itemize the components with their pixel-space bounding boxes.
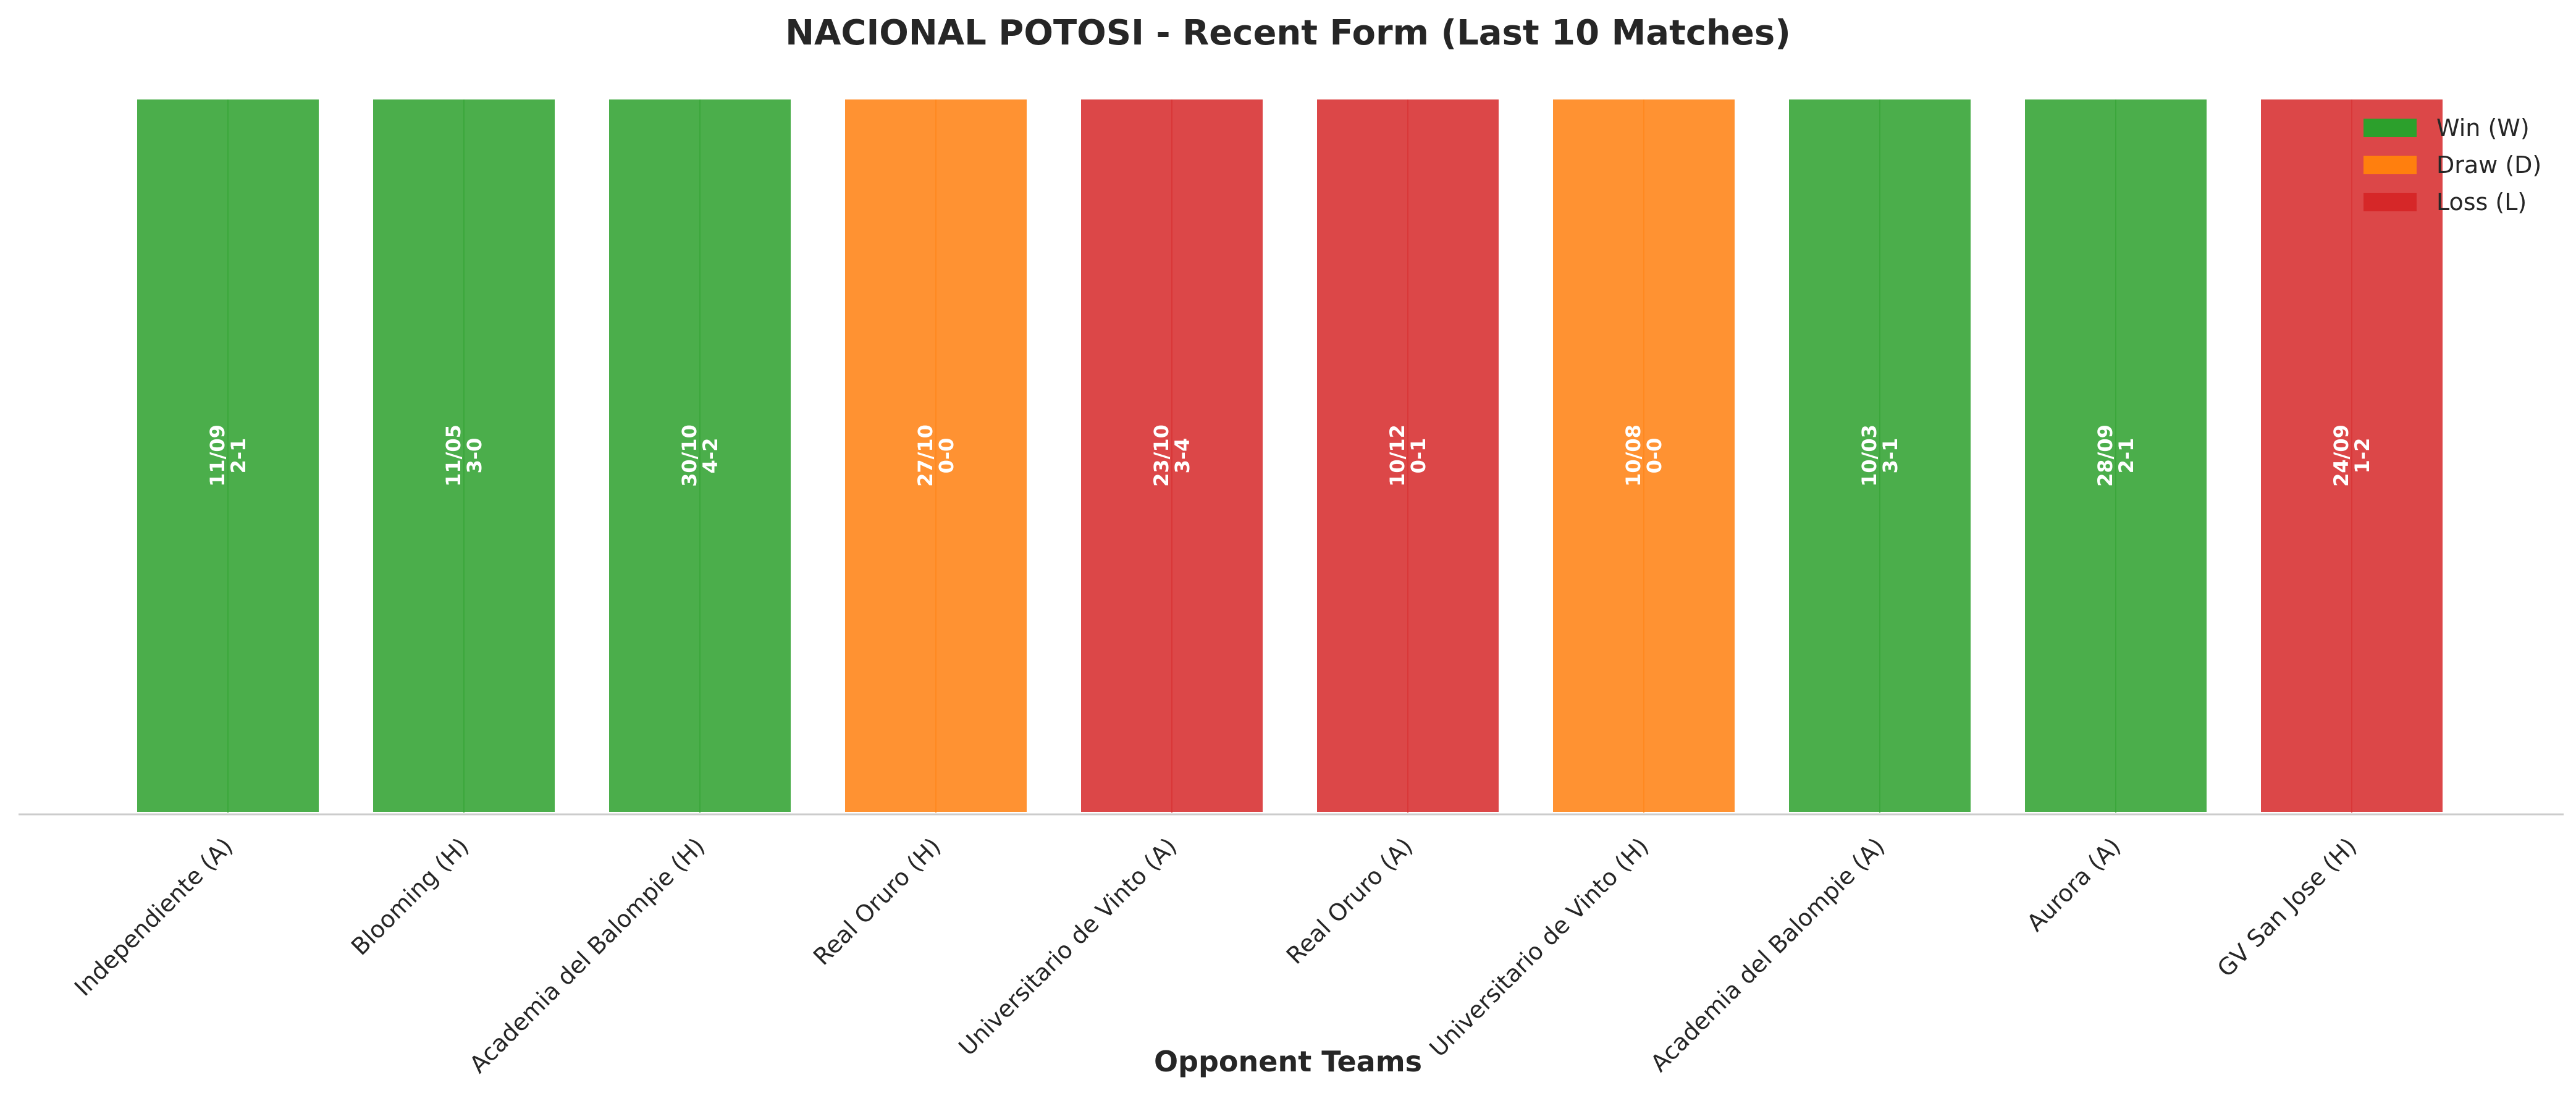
bar-date-label: 27/10 <box>914 424 937 487</box>
bar-score-label: 0-1 <box>1407 438 1430 474</box>
bar-label: 10/080-0 <box>1622 424 1666 487</box>
bar-date-label: 10/12 <box>1386 424 1409 487</box>
bar-label: 24/091-2 <box>2330 424 2374 487</box>
bar-label: 28/092-1 <box>2094 424 2138 487</box>
bar-date-label: 24/09 <box>2330 424 2353 487</box>
bar-date-label: 11/09 <box>206 424 229 487</box>
x-tick-label: Real Oruro (H) <box>808 832 946 970</box>
x-tick-labels: Independiente (A) Blooming (H)Academia de… <box>69 832 2362 1078</box>
x-tick-label: Academia del Balompie (H) <box>465 832 710 1078</box>
x-tick-label: Blooming (H) <box>346 832 474 960</box>
legend-swatch-d <box>2363 156 2417 174</box>
bar-label: 11/053-0 <box>442 424 486 487</box>
bar-score-label: 3-1 <box>1879 438 1902 474</box>
bars-group: 11/092-1 11/053-0 30/104-2 27/100-0 23/103-4… <box>135 97 2445 814</box>
bar-label: 23/103-4 <box>1150 424 1194 487</box>
x-tick-label: Real Oruro (A) <box>1281 832 1418 969</box>
bar-score-label: 4-2 <box>699 438 722 474</box>
legend: Win (W) Draw (D) Loss (L) <box>2363 114 2541 216</box>
x-tick-label: Independiente (A) <box>69 832 238 1001</box>
bar-label: 10/033-1 <box>1858 424 1902 487</box>
bar-date-label: 28/09 <box>2094 424 2117 487</box>
bar-date-label: 23/10 <box>1150 424 1173 487</box>
x-tick-label: Universitario de Vinto (A) <box>953 832 1182 1061</box>
chart-title: NACIONAL POTOSI - Recent Form (Last 10 M… <box>785 13 1791 53</box>
bar-label: 27/100-0 <box>914 424 958 487</box>
bar-date-label: 30/10 <box>678 424 701 487</box>
bar-score-label: 1-2 <box>2351 438 2374 474</box>
bar-score-label: 0-0 <box>935 438 958 474</box>
bar-date-label: 10/08 <box>1622 424 1645 487</box>
x-tick-label: Universitario de Vinto (H) <box>1425 832 1654 1062</box>
bar-score-label: 2-1 <box>227 438 250 474</box>
x-tick-label: Academia del Balompie (A) <box>1645 832 1890 1077</box>
bar-date-label: 10/03 <box>1858 424 1881 487</box>
bar-score-label: 2-1 <box>2115 438 2138 474</box>
bar-label: 30/104-2 <box>678 424 722 487</box>
x-axis-label: Opponent Teams <box>1154 1045 1422 1078</box>
bar-score-label: 0-0 <box>1643 438 1666 474</box>
legend-label-l: Loss (L) <box>2436 188 2527 216</box>
legend-label-d: Draw (D) <box>2436 151 2541 179</box>
bar-score-label: 3-4 <box>1171 438 1194 474</box>
bar-label: 10/120-1 <box>1386 424 1430 487</box>
legend-label-w: Win (W) <box>2436 114 2530 141</box>
bar-score-label: 3-0 <box>463 438 486 474</box>
x-tick-label: Aurora (A) <box>2022 832 2126 937</box>
legend-swatch-l <box>2363 193 2417 211</box>
legend-swatch-w <box>2363 119 2417 137</box>
x-tick-label: GV San Jose (H) <box>2212 832 2362 982</box>
bar-date-label: 11/05 <box>442 424 465 487</box>
bar-label: 11/092-1 <box>206 424 250 487</box>
